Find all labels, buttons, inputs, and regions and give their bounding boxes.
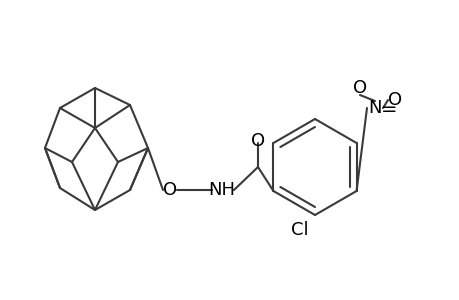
Text: O: O [162, 181, 177, 199]
Text: O: O [352, 79, 366, 97]
Text: Cl: Cl [291, 221, 308, 239]
Text: NH: NH [208, 181, 235, 199]
Text: N: N [368, 99, 381, 117]
Text: O: O [387, 91, 401, 109]
Text: O: O [251, 132, 264, 150]
Text: =: = [380, 100, 397, 118]
